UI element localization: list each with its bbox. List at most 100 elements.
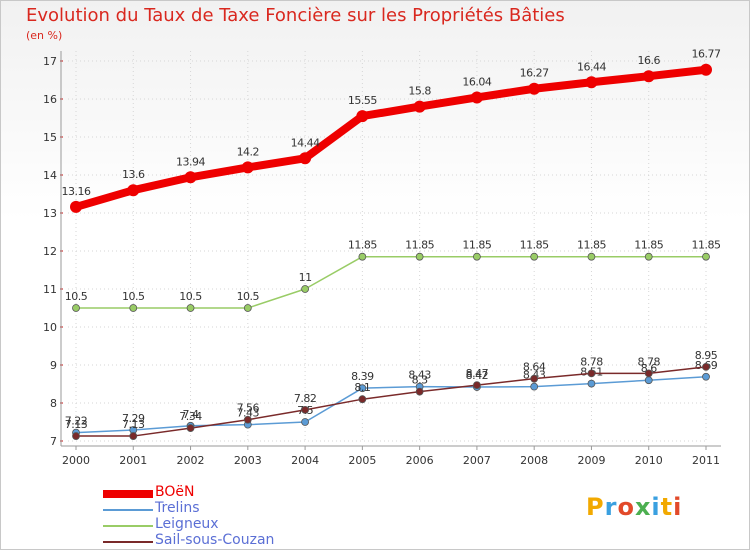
data-point	[585, 76, 598, 89]
y-tick-label: 9	[50, 359, 57, 372]
data-point	[642, 70, 655, 83]
data-point	[72, 432, 80, 440]
data-label: 16.04	[462, 75, 491, 88]
data-point	[129, 304, 138, 312]
x-tick-label: 2003	[234, 454, 262, 467]
legend-label: Leigneux	[155, 516, 219, 532]
x-tick-label: 2009	[577, 454, 605, 467]
data-label: 11.85	[577, 239, 606, 252]
logo-letter: i	[651, 493, 661, 521]
data-point	[129, 432, 138, 440]
data-label: 16.27	[520, 67, 549, 80]
data-point	[358, 252, 367, 261]
x-tick-label: 2000	[62, 454, 90, 467]
y-tick-label: 13	[43, 207, 57, 220]
data-point	[356, 110, 369, 123]
data-label: 13.16	[62, 185, 91, 198]
data-point	[530, 374, 539, 383]
data-label: 7.56	[237, 402, 260, 415]
data-point	[184, 171, 197, 184]
data-point	[473, 381, 481, 390]
data-point	[702, 252, 710, 261]
logo-letter: t	[660, 493, 674, 521]
data-point	[299, 152, 312, 165]
data-point	[473, 252, 481, 261]
data-label: 7.13	[122, 418, 145, 431]
y-tick-label: 14	[43, 169, 57, 182]
data-label: 11.85	[692, 239, 721, 252]
series-line	[76, 255, 706, 309]
data-point	[413, 100, 426, 113]
legend-swatch	[103, 525, 153, 527]
x-tick-label: 2004	[291, 454, 319, 467]
data-point	[301, 405, 309, 414]
data-label: 16.6	[637, 54, 660, 67]
data-point	[702, 362, 710, 371]
x-tick-label: 2002	[177, 454, 205, 467]
logo-letter: x	[634, 493, 652, 521]
unit-label: (en %)	[26, 29, 63, 42]
x-tick-label: 2011	[692, 454, 720, 467]
data-label: 13.94	[176, 155, 205, 168]
x-tick-label: 2006	[406, 454, 434, 467]
legend-label: BOëN	[155, 484, 195, 500]
y-tick-label: 12	[43, 245, 57, 258]
data-point	[127, 184, 140, 197]
data-point	[243, 304, 252, 312]
x-tick-label: 2005	[348, 454, 376, 467]
x-tick-label: 2010	[635, 454, 663, 467]
data-label: 8.1	[354, 381, 370, 394]
data-label: 14.44	[291, 136, 320, 149]
data-point	[358, 384, 367, 393]
data-label: 8.42	[466, 369, 489, 382]
data-point	[702, 372, 710, 381]
data-label: 16.44	[577, 60, 606, 73]
data-label: 7.43	[237, 407, 260, 420]
data-point	[644, 376, 653, 385]
legend-label: Sail-sous-Couzan	[155, 532, 275, 548]
data-label: 16.77	[692, 48, 721, 61]
logo-letter: r	[604, 493, 618, 521]
data-label: 8.43	[408, 369, 431, 382]
series-line	[74, 65, 707, 211]
data-point	[587, 252, 596, 261]
data-label: 11.85	[520, 239, 549, 252]
data-point	[415, 252, 424, 261]
data-label: 11.85	[462, 239, 491, 252]
data-label: 11	[299, 271, 312, 284]
data-label: 13.6	[122, 168, 145, 181]
legend-label: Trelins	[155, 500, 200, 516]
data-label: 11.85	[634, 239, 663, 252]
series-line	[75, 376, 707, 434]
data-point	[470, 91, 483, 104]
proxiti-logo: Proxiti	[586, 493, 682, 521]
data-point	[530, 252, 539, 261]
data-point	[644, 369, 653, 378]
data-point	[301, 418, 309, 426]
data-label: 7.34	[179, 410, 202, 423]
data-point	[700, 63, 712, 76]
logo-letter: P	[586, 493, 605, 521]
data-label: 7.22	[65, 415, 88, 428]
data-point	[241, 161, 254, 174]
logo-letter: o	[617, 493, 635, 521]
data-point	[72, 304, 80, 312]
data-label: 8.95	[695, 349, 718, 362]
data-point	[528, 82, 541, 95]
data-point	[644, 252, 653, 261]
legend-swatch	[103, 509, 153, 511]
data-label: 8.78	[580, 355, 603, 368]
chart-title: Evolution du Taux de Taxe Foncière sur l…	[26, 5, 565, 26]
data-point	[186, 424, 195, 432]
x-tick-label: 2008	[520, 454, 548, 467]
data-label: 11.85	[348, 239, 377, 252]
data-point	[415, 387, 424, 396]
data-label: 8.47	[466, 367, 489, 380]
data-label: 8.78	[637, 355, 660, 368]
data-label: 14.2	[237, 145, 260, 158]
y-tick-label: 7	[50, 435, 57, 448]
x-tick-label: 2001	[119, 454, 147, 467]
data-point	[587, 379, 596, 388]
data-point	[301, 285, 309, 293]
